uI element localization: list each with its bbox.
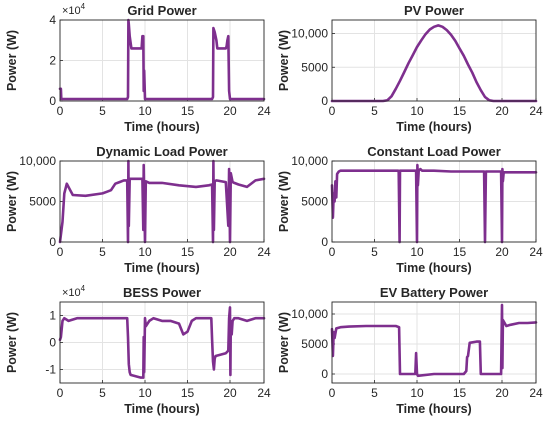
x-tick-label: 20 [223, 386, 237, 400]
chart-panel: 0 5 10 15 20 24 0 5000 10,000 PV Power Time (hours… [277, 3, 543, 134]
x-tick-label: 20 [495, 245, 509, 259]
x-tick-label: 15 [453, 386, 467, 400]
y-axis-label: Power (W) [277, 171, 291, 232]
y-tick-label: -1 [45, 363, 56, 377]
chart-title: Constant Load Power [367, 144, 501, 159]
x-axis-label: Time (hours) [396, 261, 471, 275]
x-tick-label: 5 [99, 104, 106, 118]
axis-exponent-power: 4 [81, 284, 86, 293]
chart-title: BESS Power [123, 285, 201, 300]
plot-area [332, 20, 536, 101]
y-tick-label: 0 [49, 336, 56, 350]
axis-exponent-label: ×104 [62, 284, 86, 299]
x-tick-label: 5 [371, 245, 378, 259]
x-tick-label: 5 [371, 386, 378, 400]
data-series-line [330, 303, 538, 378]
y-axis-label: Power (W) [5, 312, 19, 373]
axes-box [331, 160, 537, 243]
x-axis-label: Time (hours) [124, 261, 199, 275]
axes-box [331, 19, 537, 102]
x-axis-label: Time (hours) [124, 402, 199, 416]
x-tick-label: 15 [181, 245, 195, 259]
x-tick-label: 0 [329, 245, 336, 259]
chart-title: PV Power [404, 3, 464, 18]
y-tick-label: 5000 [29, 195, 56, 209]
y-tick-label: 10,000 [291, 154, 328, 168]
axes-box [59, 301, 265, 384]
axes-box [59, 19, 265, 102]
x-tick-label: 20 [495, 386, 509, 400]
x-tick-label: 0 [57, 386, 64, 400]
y-tick-label: 10,000 [291, 307, 328, 321]
axis-exponent-base: ×10 [62, 5, 81, 17]
y-tick-label: 5000 [301, 195, 328, 209]
x-tick-label: 0 [57, 104, 64, 118]
x-tick-label: 24 [529, 245, 543, 259]
x-tick-label: 10 [138, 104, 152, 118]
x-tick-label: 10 [410, 245, 424, 259]
x-tick-label: 24 [257, 104, 271, 118]
x-tick-label: 20 [223, 104, 237, 118]
chart-panel: 0 5 10 15 20 24 0 5000 10,000 EV Battery Power Tim… [277, 285, 543, 416]
y-tick-label: 5000 [301, 60, 328, 74]
data-series-line [330, 24, 538, 103]
x-tick-label: 24 [257, 386, 271, 400]
chart-title: EV Battery Power [380, 285, 488, 300]
axis-exponent-base: ×10 [62, 287, 81, 299]
x-tick-label: 0 [329, 104, 336, 118]
y-tick-label: 5000 [301, 337, 328, 351]
y-axis-label: Power (W) [277, 30, 291, 91]
x-tick-label: 15 [453, 104, 467, 118]
data-series-line [58, 18, 266, 101]
x-tick-label: 15 [453, 245, 467, 259]
y-tick-label: 10,000 [19, 154, 56, 168]
y-axis-label: Power (W) [5, 171, 19, 232]
chart-panel: 0 5 10 15 20 24 0 5000 10,000 Dynamic Load Power T… [5, 144, 271, 275]
data-series-line [58, 306, 266, 379]
y-tick-label: 0 [321, 94, 328, 108]
chart-title: Grid Power [127, 3, 196, 18]
x-tick-label: 24 [529, 104, 543, 118]
y-tick-label: 0 [321, 367, 328, 381]
x-axis-label: Time (hours) [396, 120, 471, 134]
x-tick-label: 24 [257, 245, 271, 259]
x-tick-label: 24 [529, 386, 543, 400]
x-tick-label: 5 [99, 386, 106, 400]
x-tick-label: 0 [57, 245, 64, 259]
y-axis-label: Power (W) [277, 312, 291, 373]
y-tick-label: 0 [49, 94, 56, 108]
x-axis-label: Time (hours) [396, 402, 471, 416]
x-tick-label: 10 [138, 386, 152, 400]
x-tick-label: 10 [410, 104, 424, 118]
x-tick-label: 5 [99, 245, 106, 259]
x-axis-label: Time (hours) [124, 120, 199, 134]
x-tick-label: 10 [138, 245, 152, 259]
x-tick-label: 15 [181, 104, 195, 118]
y-tick-label: 0 [49, 235, 56, 249]
x-tick-label: 20 [495, 104, 509, 118]
y-tick-label: 4 [49, 13, 56, 27]
y-tick-label: 10,000 [291, 27, 328, 41]
x-tick-label: 5 [371, 104, 378, 118]
axes-box [331, 301, 537, 384]
x-tick-label: 15 [181, 386, 195, 400]
y-tick-label: 0 [321, 235, 328, 249]
chart-title: Dynamic Load Power [96, 144, 227, 159]
axes-box [59, 160, 265, 243]
x-tick-label: 20 [223, 245, 237, 259]
x-tick-label: 10 [410, 386, 424, 400]
chart-panel: 0 5 10 15 20 24 0 5000 10,000 Constant Load Power… [277, 144, 543, 275]
axis-exponent-label: ×104 [62, 2, 86, 17]
y-tick-label: 1 [49, 309, 56, 323]
axis-exponent-power: 4 [81, 2, 86, 11]
y-axis-label: Power (W) [5, 30, 19, 91]
x-tick-label: 0 [329, 386, 336, 400]
y-tick-label: 2 [49, 54, 56, 68]
